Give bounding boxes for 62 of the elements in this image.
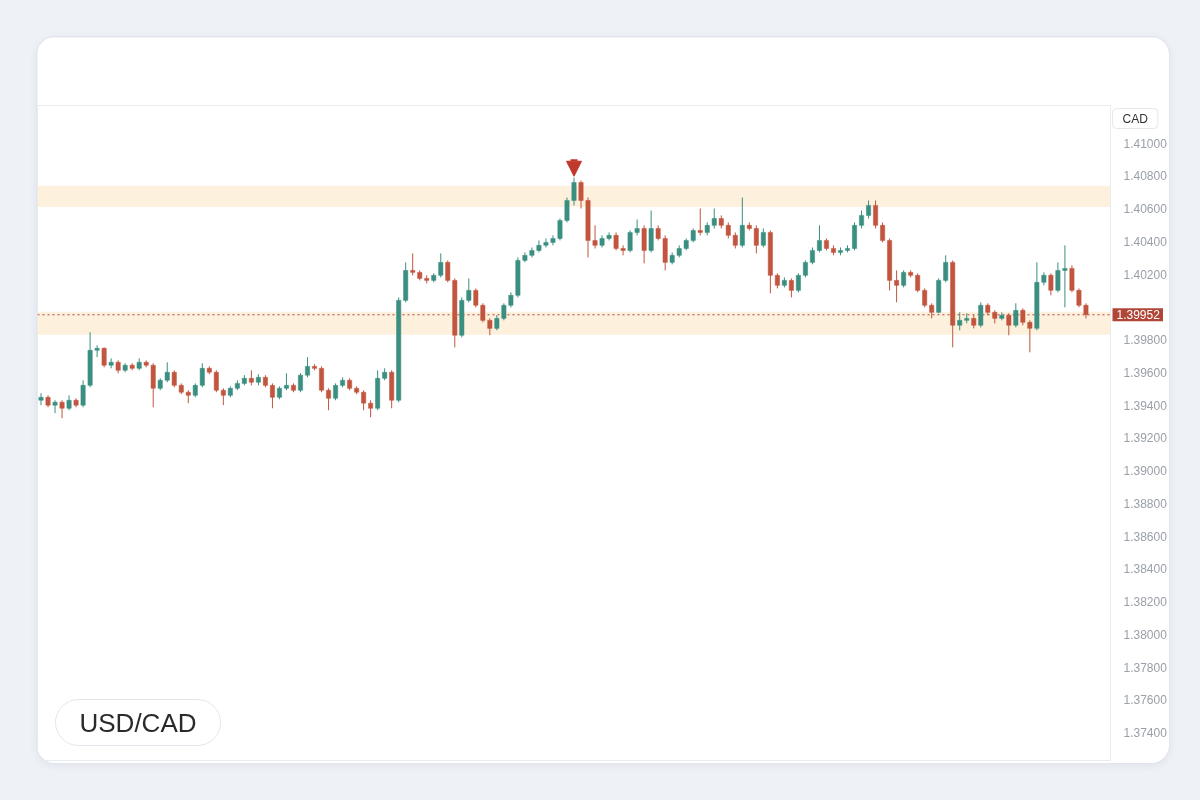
candlestick [361,389,367,411]
candlestick [880,221,885,243]
candlestick [410,252,416,276]
y-tick-label: 1.38400 [1123,562,1168,577]
candlestick [711,208,717,229]
candlestick [213,369,219,393]
candlestick [38,392,44,406]
candlestick [473,287,479,308]
candlestick [199,362,205,388]
y-tick-label: 1.40800 [1123,169,1168,184]
y-tick-label: 1.38200 [1123,595,1168,610]
y-tick-label: 1.37600 [1123,693,1168,708]
candlestick [788,277,794,298]
candlestick [922,287,928,308]
candlestick [1013,302,1019,328]
y-tick-label: 1.38800 [1123,496,1168,511]
y-tick-label: 1.40200 [1123,267,1168,282]
candlestick [1048,272,1054,296]
y-tick-label: 1.39800 [1123,333,1168,348]
candlestick [739,197,745,248]
candlestick [59,399,65,419]
text: USD/CAD [79,707,197,738]
candlestick [859,209,864,229]
candlestick [795,272,801,293]
y-axis-title: CAD [1122,111,1149,126]
candlestick [894,269,900,303]
candlestick [52,399,58,414]
y-tick-label: 1.39400 [1123,398,1168,413]
candlestick [1006,312,1012,336]
candlestick [101,346,107,368]
y-tick-label: 1.40600 [1123,202,1168,217]
y-tick-label: 1.38000 [1123,627,1168,642]
y-tick-label: 1.37400 [1123,726,1168,741]
y-tick-label: 1.38600 [1123,529,1168,544]
candlestick [164,361,170,383]
candlestick [648,209,654,253]
candlestick [873,199,878,229]
candlestick [298,372,303,393]
candlestick [760,227,766,248]
y-tick-label: 1.41000 [1123,136,1168,151]
ref-line-label: 1.39952 [1116,308,1161,323]
candlestick [866,199,871,219]
y-tick-label: 1.39000 [1123,464,1168,479]
candlestick [326,387,331,411]
candlestick [915,272,921,293]
candlestick [641,224,647,264]
candlestick [978,301,984,328]
candlestick [270,382,275,409]
candlestick [817,224,822,253]
candlestick [1027,319,1033,353]
candlestick [852,221,857,251]
y-tick-label: 1.39200 [1123,431,1168,446]
candlestick [108,357,114,369]
y-tick-label: 1.40400 [1123,234,1168,249]
candlestick [697,208,703,236]
candlestick [319,365,324,393]
candlestick [753,224,759,254]
candlestick [305,356,310,378]
y-tick-label: 1.37800 [1123,660,1168,675]
y-tick-label: 1.39600 [1123,365,1168,380]
candlestick [480,302,486,323]
candlestick [445,259,451,283]
